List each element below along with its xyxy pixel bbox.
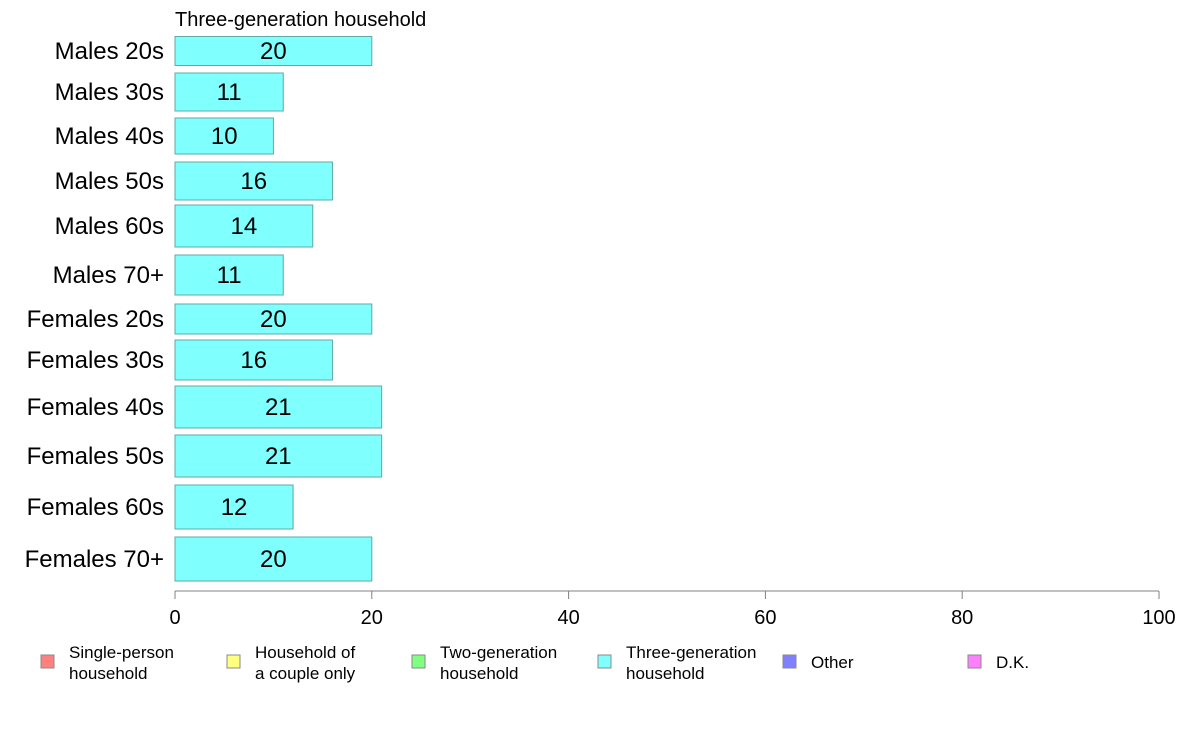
bar xyxy=(174,434,383,478)
legend-swatch xyxy=(782,654,797,669)
data-label: 20 xyxy=(260,306,287,333)
chart-title: Three-generation household xyxy=(175,9,426,31)
x-tick-label: 40 xyxy=(557,607,579,629)
bars-group: Males 20s 20 Males 30s 11 Males 40s 10 Males 5… xyxy=(25,36,383,582)
bar xyxy=(174,161,333,201)
legend-label: household xyxy=(440,664,518,683)
data-label: 20 xyxy=(260,38,287,65)
bar xyxy=(174,36,373,66)
category-label: Males 30s xyxy=(55,79,164,106)
category-label: Males 20s xyxy=(55,38,164,65)
legend-label: Household of xyxy=(255,643,355,662)
bar xyxy=(174,536,373,582)
legend-swatch xyxy=(967,654,982,669)
data-label: 20 xyxy=(260,546,287,573)
x-tick-label: 80 xyxy=(951,607,973,629)
category-label: Females 30s xyxy=(27,347,164,374)
category-label: Females 50s xyxy=(27,443,164,470)
category-label: Females 40s xyxy=(27,394,164,421)
legend: Single-person household Household of a coup… xyxy=(40,643,1029,683)
bar xyxy=(174,484,294,530)
legend-label: Single-person xyxy=(69,643,174,662)
legend-label: a couple only xyxy=(255,664,356,683)
legend-swatch xyxy=(40,654,55,669)
data-label: 11 xyxy=(217,262,242,289)
data-label: 11 xyxy=(217,79,242,106)
data-label: 10 xyxy=(211,123,238,150)
data-label: 12 xyxy=(221,494,248,521)
bar xyxy=(174,254,284,296)
data-label: 16 xyxy=(240,347,267,374)
x-tick-label: 0 xyxy=(169,607,180,629)
category-label: Males 50s xyxy=(55,168,164,195)
legend-label: household xyxy=(69,664,147,683)
x-tick-label: 100 xyxy=(1142,607,1175,629)
category-label: Males 70+ xyxy=(53,262,164,289)
bar xyxy=(174,385,383,429)
data-label: 21 xyxy=(265,394,292,421)
category-label: Males 60s xyxy=(55,213,164,240)
legend-swatch xyxy=(226,654,241,669)
data-label: 21 xyxy=(265,443,292,470)
legend-label: Two-generation xyxy=(440,643,557,662)
data-label: 14 xyxy=(231,213,258,240)
legend-label: D.K. xyxy=(996,653,1029,672)
legend-swatch xyxy=(411,654,426,669)
bar xyxy=(174,72,284,112)
category-label: Females 60s xyxy=(27,494,164,521)
category-label: Males 40s xyxy=(55,123,164,150)
x-tick-label: 60 xyxy=(754,607,776,629)
x-axis: 0 20 40 60 80 100 xyxy=(169,590,1176,629)
bar xyxy=(174,303,373,335)
bar xyxy=(174,117,274,155)
bar xyxy=(174,339,333,381)
legend-swatch xyxy=(597,654,612,669)
category-label: Females 70+ xyxy=(25,546,164,573)
legend-label: household xyxy=(626,664,704,683)
data-label: 16 xyxy=(240,168,267,195)
legend-label: Other xyxy=(811,653,854,672)
x-tick-label: 20 xyxy=(361,607,383,629)
legend-label: Three-generation xyxy=(626,643,756,662)
category-label: Females 20s xyxy=(27,306,164,333)
bar xyxy=(174,204,314,248)
